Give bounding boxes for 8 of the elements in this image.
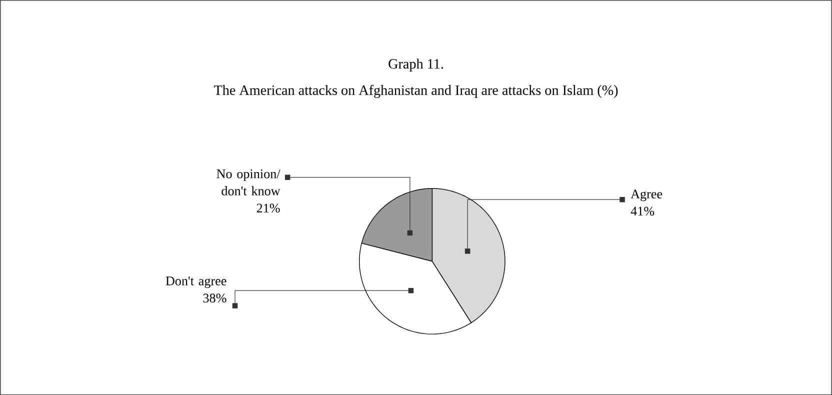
slice-label: No opinion/ don't know xyxy=(216,169,280,196)
data-label: 21% xyxy=(256,204,280,212)
slice-label: Don't agree xyxy=(166,276,226,288)
data-label: 41% xyxy=(630,206,654,216)
data-label: 38% xyxy=(203,294,226,302)
chart-subtitle: The American attacks on Afghanistan and Iraq are attacks on Islam (%) xyxy=(214,84,618,98)
chart-title: Graph 11. xyxy=(388,58,444,72)
slice-label: Agree xyxy=(630,190,662,202)
